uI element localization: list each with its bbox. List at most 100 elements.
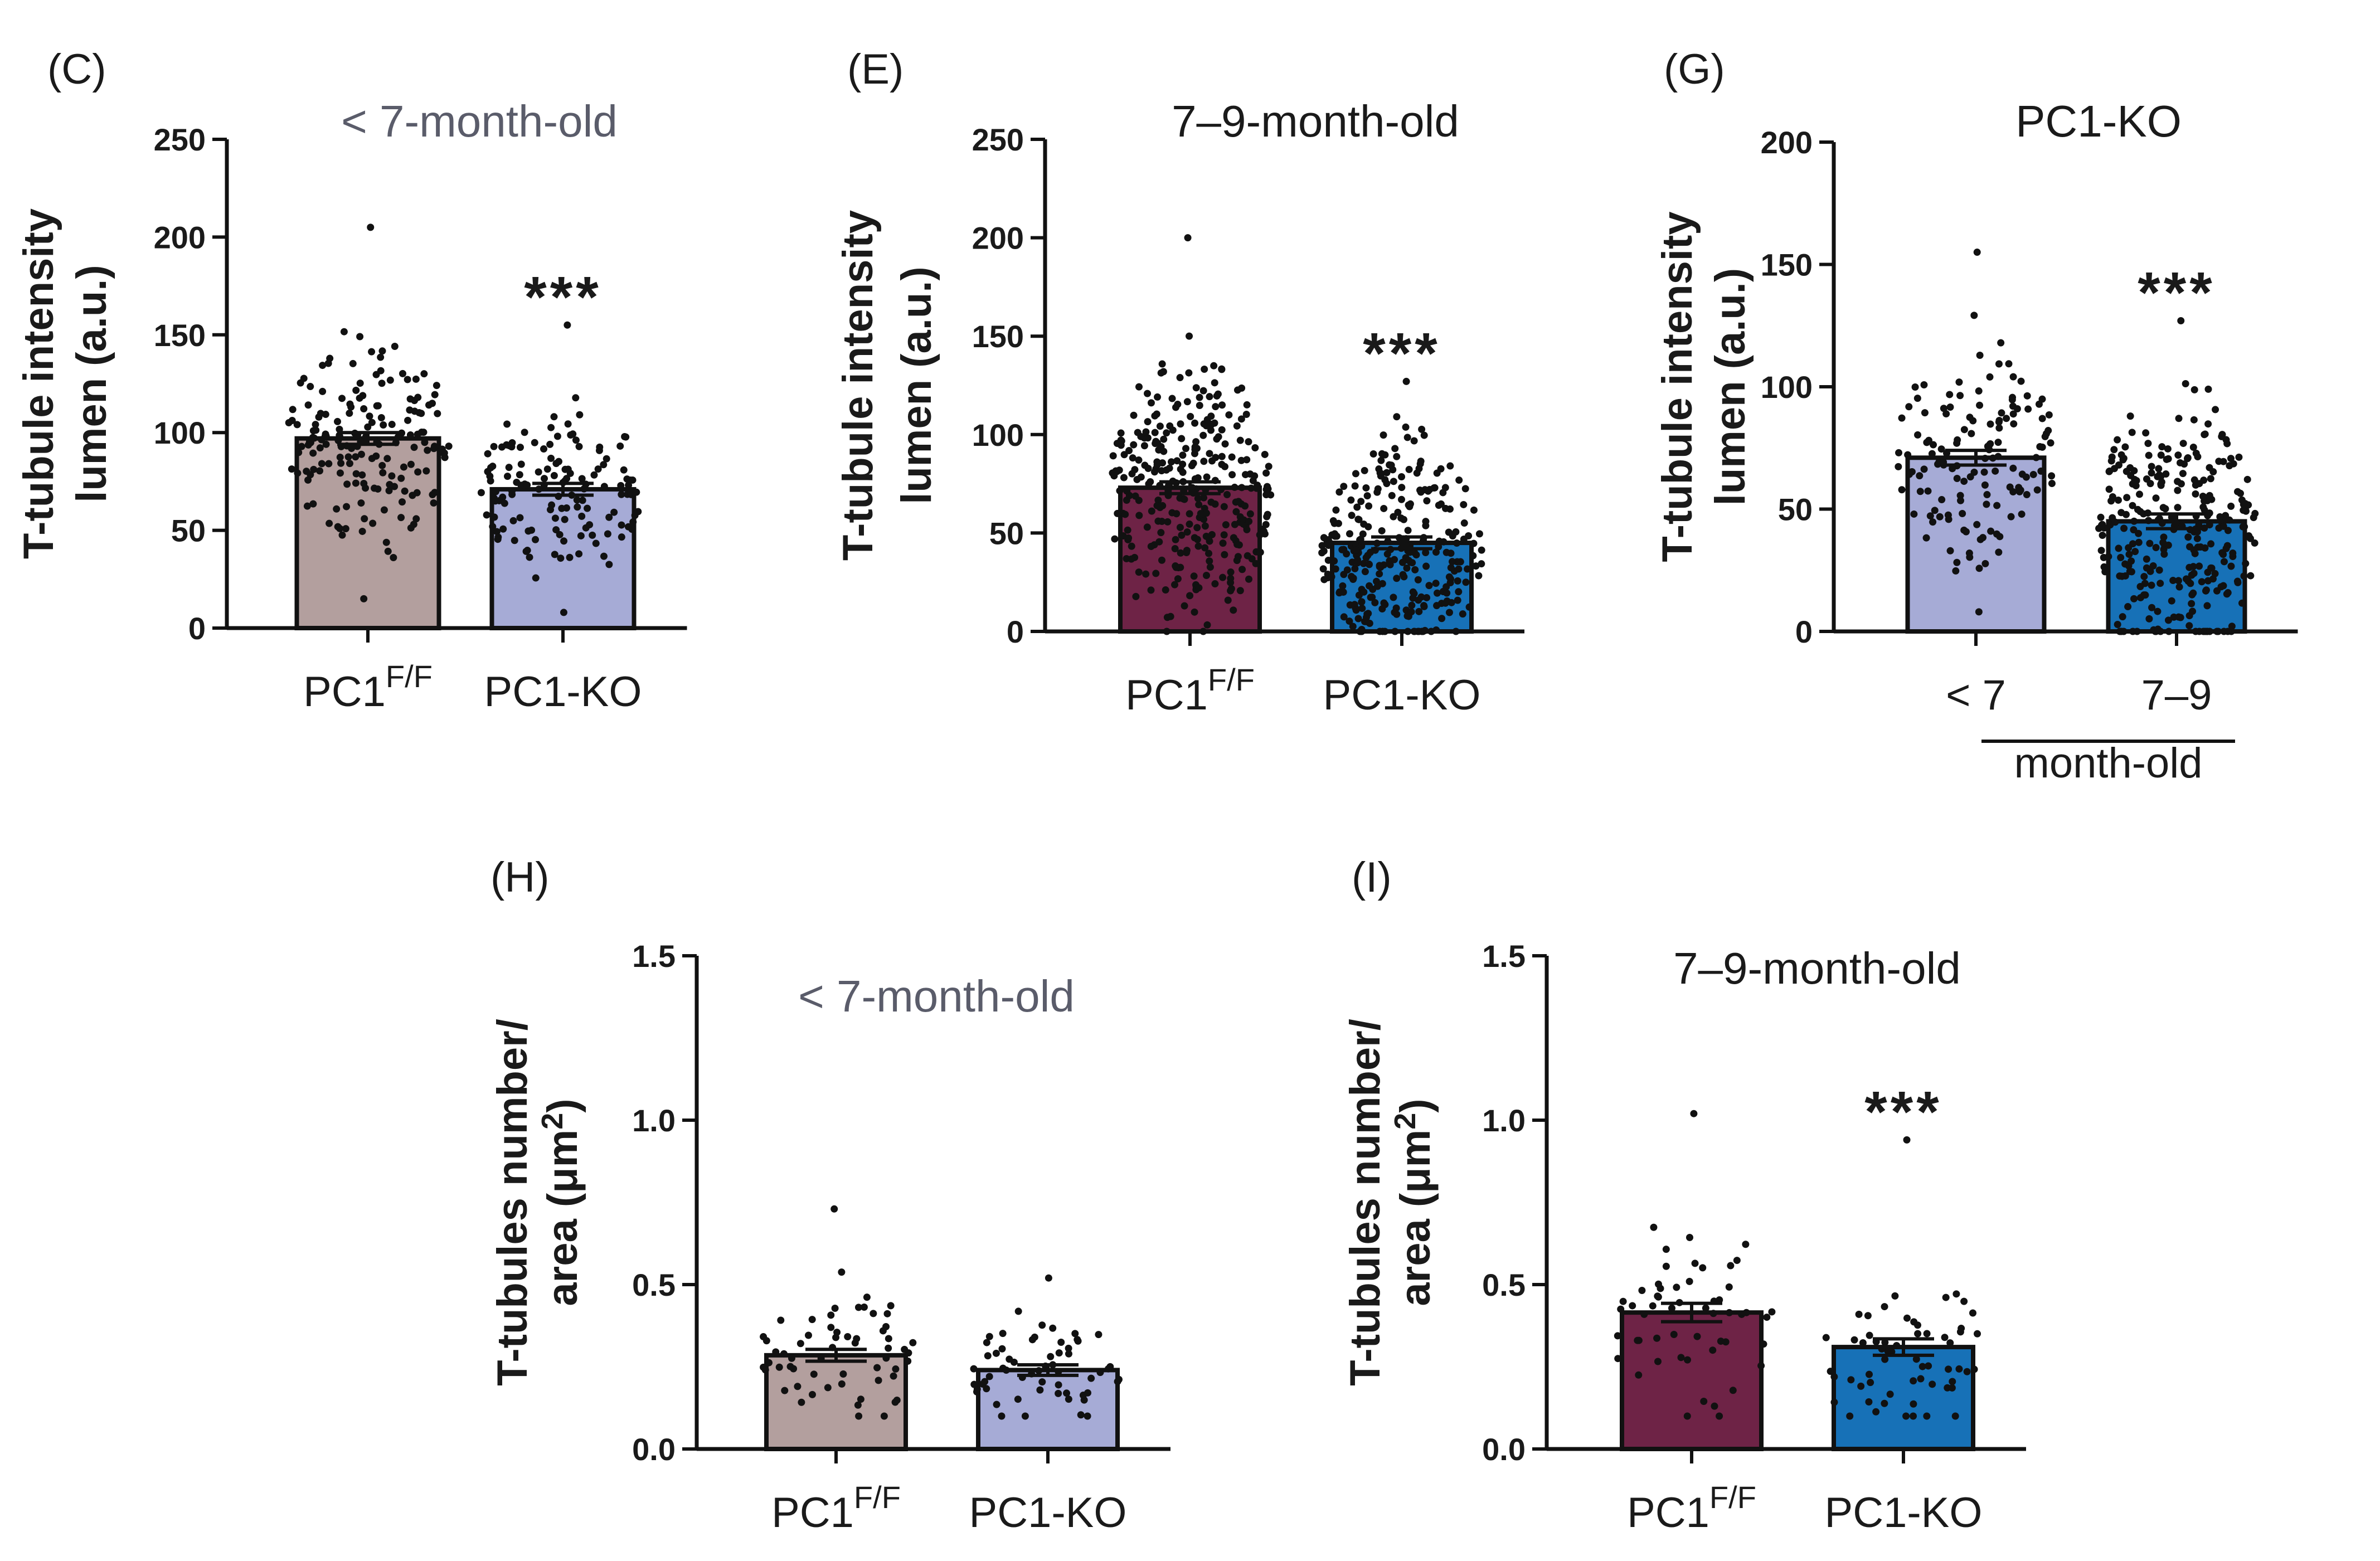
data-point bbox=[2238, 496, 2246, 504]
data-point bbox=[798, 1398, 805, 1406]
data-point bbox=[1183, 547, 1191, 555]
data-point bbox=[2213, 587, 2221, 595]
data-point bbox=[1147, 586, 1155, 594]
data-point bbox=[2206, 492, 2213, 499]
data-point bbox=[1918, 1363, 1926, 1370]
data-point bbox=[346, 400, 354, 408]
data-point bbox=[1376, 563, 1383, 571]
data-point bbox=[1116, 487, 1124, 495]
data-point bbox=[992, 1349, 1000, 1357]
data-point bbox=[546, 440, 554, 448]
data-point bbox=[1332, 506, 1340, 514]
data-point bbox=[1973, 521, 1981, 528]
data-point bbox=[1236, 436, 1244, 444]
y-tick-label: 0 bbox=[1007, 614, 1024, 649]
data-point bbox=[397, 474, 405, 482]
data-point bbox=[385, 487, 393, 494]
data-point bbox=[1859, 1339, 1867, 1346]
data-point bbox=[810, 1370, 818, 1378]
data-point bbox=[564, 321, 571, 329]
data-point bbox=[794, 1383, 802, 1390]
data-point bbox=[600, 461, 608, 469]
data-point bbox=[2216, 513, 2224, 521]
data-point bbox=[1975, 387, 1983, 395]
data-point bbox=[1183, 398, 1191, 406]
data-point bbox=[1241, 502, 1249, 510]
data-point bbox=[1893, 1341, 1901, 1349]
data-point bbox=[1940, 458, 1947, 466]
data-point bbox=[566, 469, 574, 477]
data-point bbox=[2192, 481, 2199, 489]
data-point bbox=[1946, 1339, 1954, 1347]
category-label: PC1F/F bbox=[1627, 1480, 1756, 1536]
data-point bbox=[369, 519, 377, 527]
data-point bbox=[1147, 478, 1154, 486]
data-point bbox=[1152, 570, 1160, 577]
data-point bbox=[1929, 518, 1937, 526]
data-point bbox=[357, 450, 365, 458]
data-point bbox=[1349, 623, 1357, 630]
data-point bbox=[1227, 568, 1235, 576]
data-point bbox=[1865, 1398, 1873, 1406]
data-point bbox=[2152, 494, 2160, 502]
data-point bbox=[1203, 621, 1211, 629]
data-point bbox=[1405, 501, 1412, 509]
data-point bbox=[1213, 435, 1221, 443]
data-point bbox=[1212, 403, 1220, 411]
data-point bbox=[1459, 610, 1466, 618]
data-point bbox=[1351, 601, 1358, 609]
data-point bbox=[1738, 1310, 1746, 1318]
data-point bbox=[1128, 542, 1135, 550]
data-point bbox=[2047, 439, 2054, 447]
data-point bbox=[2185, 622, 2193, 630]
data-point bbox=[1055, 1381, 1062, 1389]
data-point bbox=[2154, 473, 2162, 480]
data-point bbox=[294, 469, 302, 477]
data-point bbox=[2162, 470, 2170, 478]
data-point bbox=[1986, 420, 1994, 428]
data-point bbox=[1201, 544, 1209, 552]
data-point bbox=[1361, 568, 1369, 576]
data-point bbox=[1231, 483, 1238, 491]
data-point bbox=[1203, 416, 1211, 424]
data-point bbox=[1400, 573, 1408, 581]
data-point bbox=[420, 370, 428, 378]
data-point bbox=[786, 1363, 794, 1370]
data-points-0 bbox=[1895, 249, 2056, 616]
data-point bbox=[338, 531, 346, 539]
data-point bbox=[626, 489, 634, 497]
data-point bbox=[1973, 249, 1981, 256]
data-point bbox=[307, 383, 314, 391]
data-point bbox=[579, 497, 586, 504]
data-point bbox=[1729, 1387, 1737, 1394]
data-point bbox=[378, 347, 386, 355]
data-point bbox=[496, 497, 503, 504]
data-point bbox=[2189, 589, 2197, 597]
data-point bbox=[1132, 592, 1140, 600]
data-point bbox=[998, 1412, 1006, 1420]
data-point bbox=[2238, 599, 2246, 607]
data-point bbox=[1245, 575, 1252, 583]
data-point bbox=[1148, 507, 1155, 515]
data-point bbox=[1363, 492, 1371, 500]
data-point bbox=[1937, 445, 1945, 453]
data-point bbox=[1629, 1302, 1636, 1310]
data-point bbox=[2206, 521, 2213, 529]
data-point bbox=[1192, 384, 1200, 392]
data-point bbox=[1202, 532, 1210, 540]
data-point bbox=[346, 460, 353, 468]
data-point bbox=[551, 551, 558, 558]
data-point bbox=[1881, 1303, 1888, 1311]
category-label: PC1F/F bbox=[1125, 662, 1255, 719]
data-point bbox=[2188, 571, 2196, 579]
data-point bbox=[429, 491, 436, 499]
data-point bbox=[2008, 396, 2016, 403]
data-point bbox=[558, 504, 566, 512]
data-point bbox=[875, 1377, 882, 1384]
data-point bbox=[378, 461, 386, 469]
data-point bbox=[1179, 460, 1187, 468]
data-point bbox=[1164, 518, 1172, 526]
data-point bbox=[833, 1329, 841, 1336]
data-point bbox=[1650, 1223, 1658, 1231]
data-point bbox=[2182, 575, 2190, 583]
